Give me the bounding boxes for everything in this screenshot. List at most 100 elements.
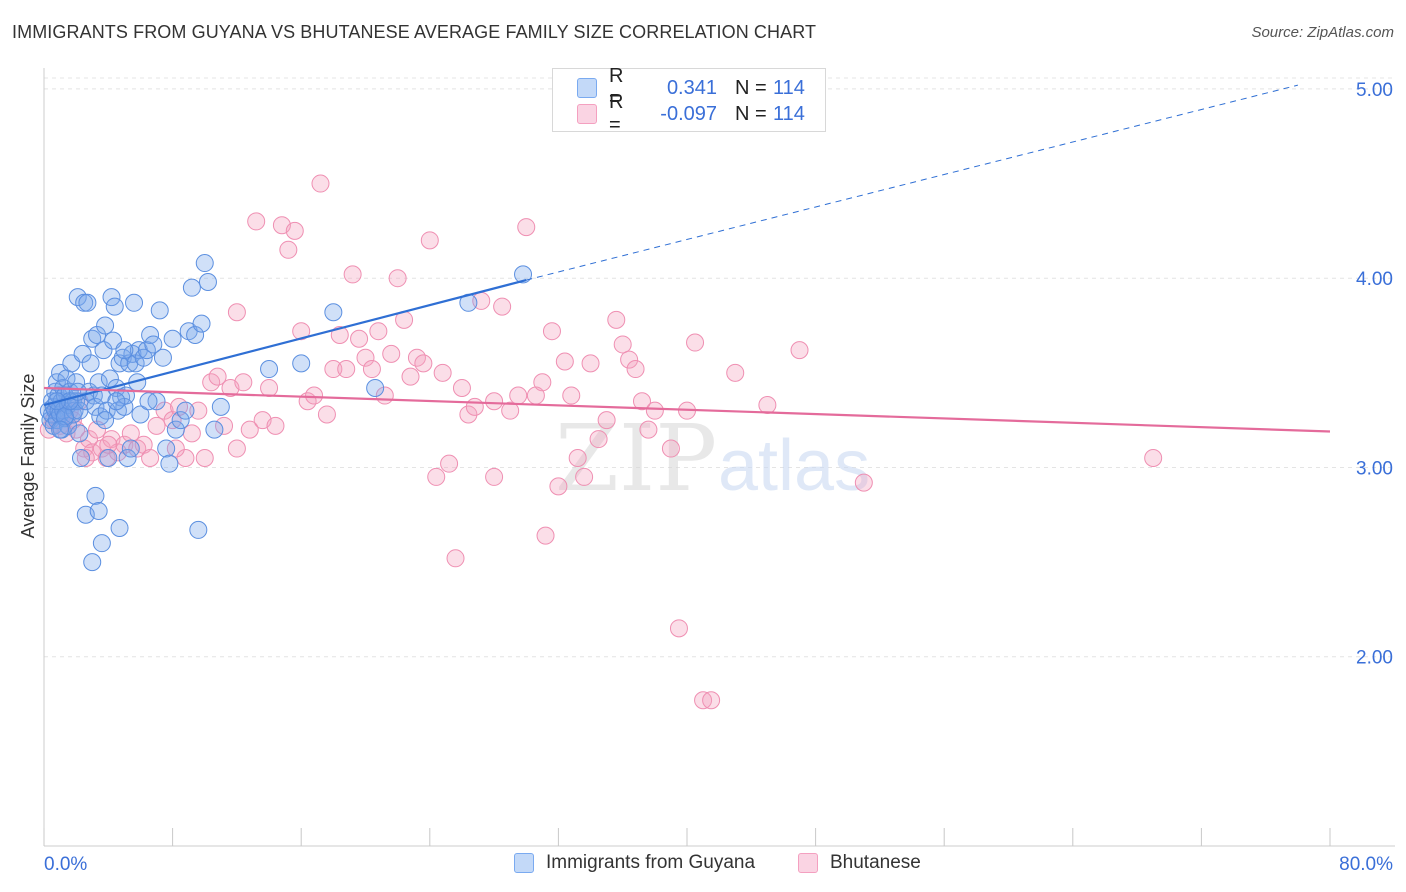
guyana-point xyxy=(96,411,115,430)
guyana-point xyxy=(198,272,217,291)
bhutanese-point xyxy=(260,378,279,397)
bhutanese-point xyxy=(215,416,234,435)
bhutanese-point xyxy=(597,411,616,430)
bhutanese-point xyxy=(99,435,118,454)
bhutanese-point xyxy=(337,360,356,379)
bhutanese-point xyxy=(420,231,439,250)
source-label: Source: ZipAtlas.com xyxy=(1251,24,1394,41)
guyana-point xyxy=(163,329,182,348)
bhutanese-point xyxy=(362,360,381,379)
legend-swatch-bhutanese xyxy=(577,104,597,124)
guyana-point xyxy=(86,486,105,505)
bhutanese-point xyxy=(382,344,401,363)
guyana-point xyxy=(292,354,311,373)
bhutanese-point xyxy=(452,378,471,397)
bhutanese-point xyxy=(726,363,745,382)
bhutanese-point xyxy=(356,348,375,367)
bhutanese-point xyxy=(350,329,369,348)
bhutanese-point xyxy=(388,269,407,288)
guyana-point xyxy=(144,335,163,354)
guyana-point xyxy=(166,420,185,439)
bhutanese-point xyxy=(501,401,520,420)
guyana-point xyxy=(324,303,343,322)
legend-item-guyana: Immigrants from Guyana xyxy=(514,852,755,874)
gridlines xyxy=(44,77,1395,658)
bhutanese-point xyxy=(240,420,259,439)
bhutanese-point xyxy=(542,322,561,341)
guyana-point xyxy=(102,288,121,307)
legend-swatch-bhutanese xyxy=(798,853,818,873)
guyana-point xyxy=(192,314,211,333)
guyana-point xyxy=(94,341,113,360)
bhutanese-point xyxy=(639,420,658,439)
axes xyxy=(43,68,1395,847)
guyana-point xyxy=(67,373,86,392)
legend-label-guyana: Immigrants from Guyana xyxy=(546,852,756,873)
bhutanese-point xyxy=(227,303,246,322)
bhutanese-point xyxy=(305,386,324,405)
watermark-zip: ZIP xyxy=(555,405,717,512)
guyana-point xyxy=(176,401,195,420)
bhutanese-point xyxy=(549,477,568,496)
guyana-point xyxy=(83,553,102,572)
guyana-point xyxy=(96,316,115,335)
bhutanese-point xyxy=(189,401,208,420)
bhutanese-point xyxy=(613,335,632,354)
legend-label-bhutanese: Bhutanese xyxy=(830,852,921,873)
bhutanese-point xyxy=(317,405,336,424)
bhutanese-point xyxy=(311,174,330,193)
guyana-point xyxy=(211,397,230,416)
guyana-point xyxy=(92,534,111,553)
guyana-point xyxy=(160,454,179,473)
guyana-point xyxy=(189,520,208,539)
guyana-point xyxy=(70,424,89,443)
legend-n-value: 114 xyxy=(773,102,805,125)
bhutanese-point xyxy=(854,473,873,492)
x-tick-label-max: 80.0% xyxy=(1339,854,1393,875)
bhutanese-point xyxy=(414,354,433,373)
bhutanese-point xyxy=(669,619,688,638)
guyana-point xyxy=(514,265,533,284)
guyana-point xyxy=(153,348,172,367)
guyana-point xyxy=(150,301,169,320)
guyana-point xyxy=(125,293,144,312)
legend-row-guyana: R = 0.341 N = 114 xyxy=(577,65,805,110)
bhutanese-point xyxy=(227,439,246,458)
bhutanese-point xyxy=(121,424,140,443)
bhutanese-point xyxy=(369,322,388,341)
watermark-atlas: atlas xyxy=(718,426,870,506)
bhutanese-point xyxy=(247,212,266,231)
guyana-point xyxy=(110,519,129,538)
bhutanese-point xyxy=(465,397,484,416)
guyana-point xyxy=(131,405,150,424)
bhutanese-point xyxy=(324,360,343,379)
bhutanese-point xyxy=(790,341,809,360)
guyana-point xyxy=(141,325,160,344)
bhutanese-point xyxy=(176,449,195,467)
guyana-point xyxy=(89,501,108,520)
guyana-trend-extension xyxy=(526,84,1298,281)
bhutanese-point xyxy=(562,386,581,405)
correlation-legend: R = 0.341 N = 114 R = -0.097 N = 114 xyxy=(552,65,826,136)
guyana-point xyxy=(78,293,97,312)
bhutanese-trend-line xyxy=(43,386,1331,433)
guyana-point xyxy=(107,392,126,411)
legend-r-value: -0.097 xyxy=(660,102,717,125)
guyana-point xyxy=(157,439,176,458)
guyana-point xyxy=(139,392,158,411)
legend-item-bhutanese: Bhutanese xyxy=(798,852,921,874)
legend-swatch-guyana xyxy=(514,853,534,873)
guyana-point xyxy=(115,341,134,360)
bhutanese-point xyxy=(493,297,512,316)
bhutanese-point xyxy=(343,265,362,284)
guyana-point xyxy=(105,297,124,316)
bhutanese-point xyxy=(568,449,587,467)
guyana-point xyxy=(186,325,205,344)
guyana-point xyxy=(81,354,100,373)
y-tick-label: 5.00 xyxy=(1356,80,1393,101)
bhutanese-point xyxy=(645,401,664,420)
series-legend: Immigrants from Guyana Bhutanese xyxy=(0,852,1406,878)
bhutanese-point xyxy=(485,467,504,486)
trend-lines xyxy=(43,84,1331,433)
